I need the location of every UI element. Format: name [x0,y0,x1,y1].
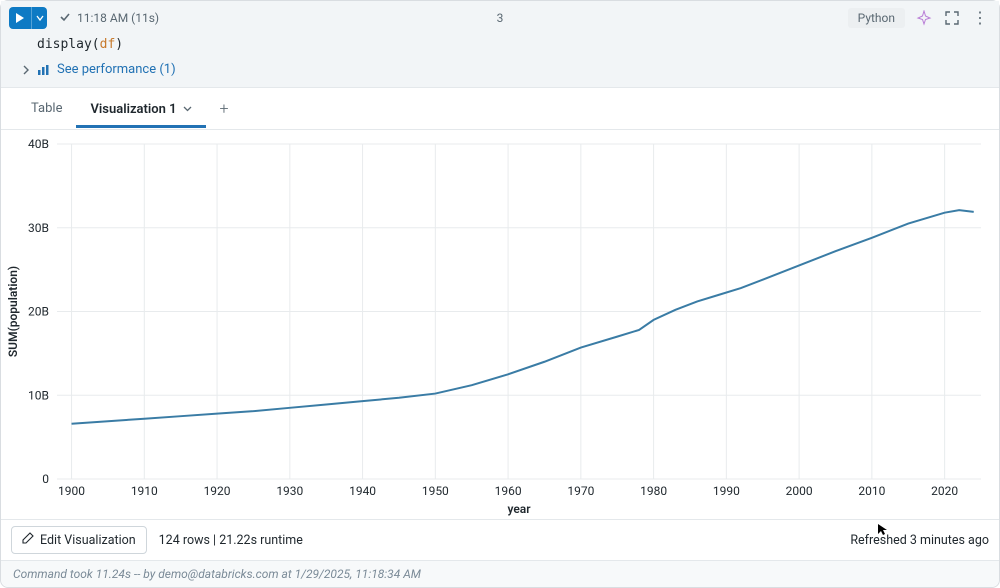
svg-text:10B: 10B [28,388,49,402]
svg-text:1920: 1920 [204,484,231,498]
cell-header: 11:18 AM (11s) 3 Python ⋮ [1,1,999,33]
svg-text:20B: 20B [28,305,49,319]
svg-text:1990: 1990 [713,484,740,498]
svg-text:1970: 1970 [567,484,594,498]
cursor-icon [876,522,890,536]
bar-chart-icon [37,64,51,76]
code-fn: display [37,37,92,52]
run-button-group [9,7,47,29]
run-status: 11:18 AM (11s) [59,11,159,26]
svg-text:1950: 1950 [422,484,449,498]
svg-text:year: year [507,502,531,516]
kebab-menu-icon[interactable]: ⋮ [971,9,989,27]
code-var: df [100,37,116,52]
svg-text:1900: 1900 [58,484,85,498]
performance-row: See performance (1) [1,60,999,87]
assistant-icon[interactable] [915,9,933,27]
chevron-right-icon[interactable] [21,65,31,75]
svg-text:30B: 30B [28,221,49,235]
checkmark-icon [59,11,71,26]
svg-text:1930: 1930 [276,484,303,498]
code-editor[interactable]: display(df) [1,33,999,60]
output-tabs: Table Visualization 1 + [1,88,999,130]
expand-icon[interactable] [943,9,961,27]
run-timestamp: 11:18 AM (11s) [77,11,159,25]
refreshed-label: Refreshed 3 minutes ago [850,533,989,548]
svg-text:2000: 2000 [786,484,813,498]
tab-visualization-1[interactable]: Visualization 1 [76,91,205,128]
tab-table[interactable]: Table [17,90,76,127]
chevron-down-icon[interactable] [183,102,192,117]
output-meta: 124 rows | 21.22s runtime [159,533,303,548]
command-status: Command took 11.24s -- by demo@databrick… [1,560,999,587]
chart: 0 10B 20B 30B 40B 1900 1910 1920 1930 1940 1950 196… [1,130,999,519]
tab-viz-label: Visualization 1 [90,102,176,117]
language-badge[interactable]: Python [848,8,905,28]
svg-text:2010: 2010 [858,484,885,498]
pencil-icon [22,532,34,548]
output-footer: Edit Visualization 124 rows | 21.22s run… [1,519,999,560]
svg-text:0: 0 [42,472,49,486]
edit-visualization-button[interactable]: Edit Visualization [11,526,147,554]
line-chart-svg: 0 10B 20B 30B 40B 1900 1910 1920 1930 1940 1950 196… [1,130,999,519]
svg-text:1910: 1910 [131,484,158,498]
svg-text:1940: 1940 [349,484,376,498]
svg-text:40B: 40B [28,137,49,151]
edit-viz-label: Edit Visualization [40,533,136,548]
svg-text:1980: 1980 [640,484,667,498]
cell-number: 3 [497,11,504,25]
add-tab-button[interactable]: + [206,88,243,129]
run-dropdown[interactable] [31,7,47,29]
run-button[interactable] [9,7,31,29]
svg-text:1960: 1960 [495,484,522,498]
svg-text:2020: 2020 [931,484,958,498]
see-performance-link[interactable]: See performance (1) [57,62,176,77]
svg-text:SUM(population): SUM(population) [6,266,20,357]
